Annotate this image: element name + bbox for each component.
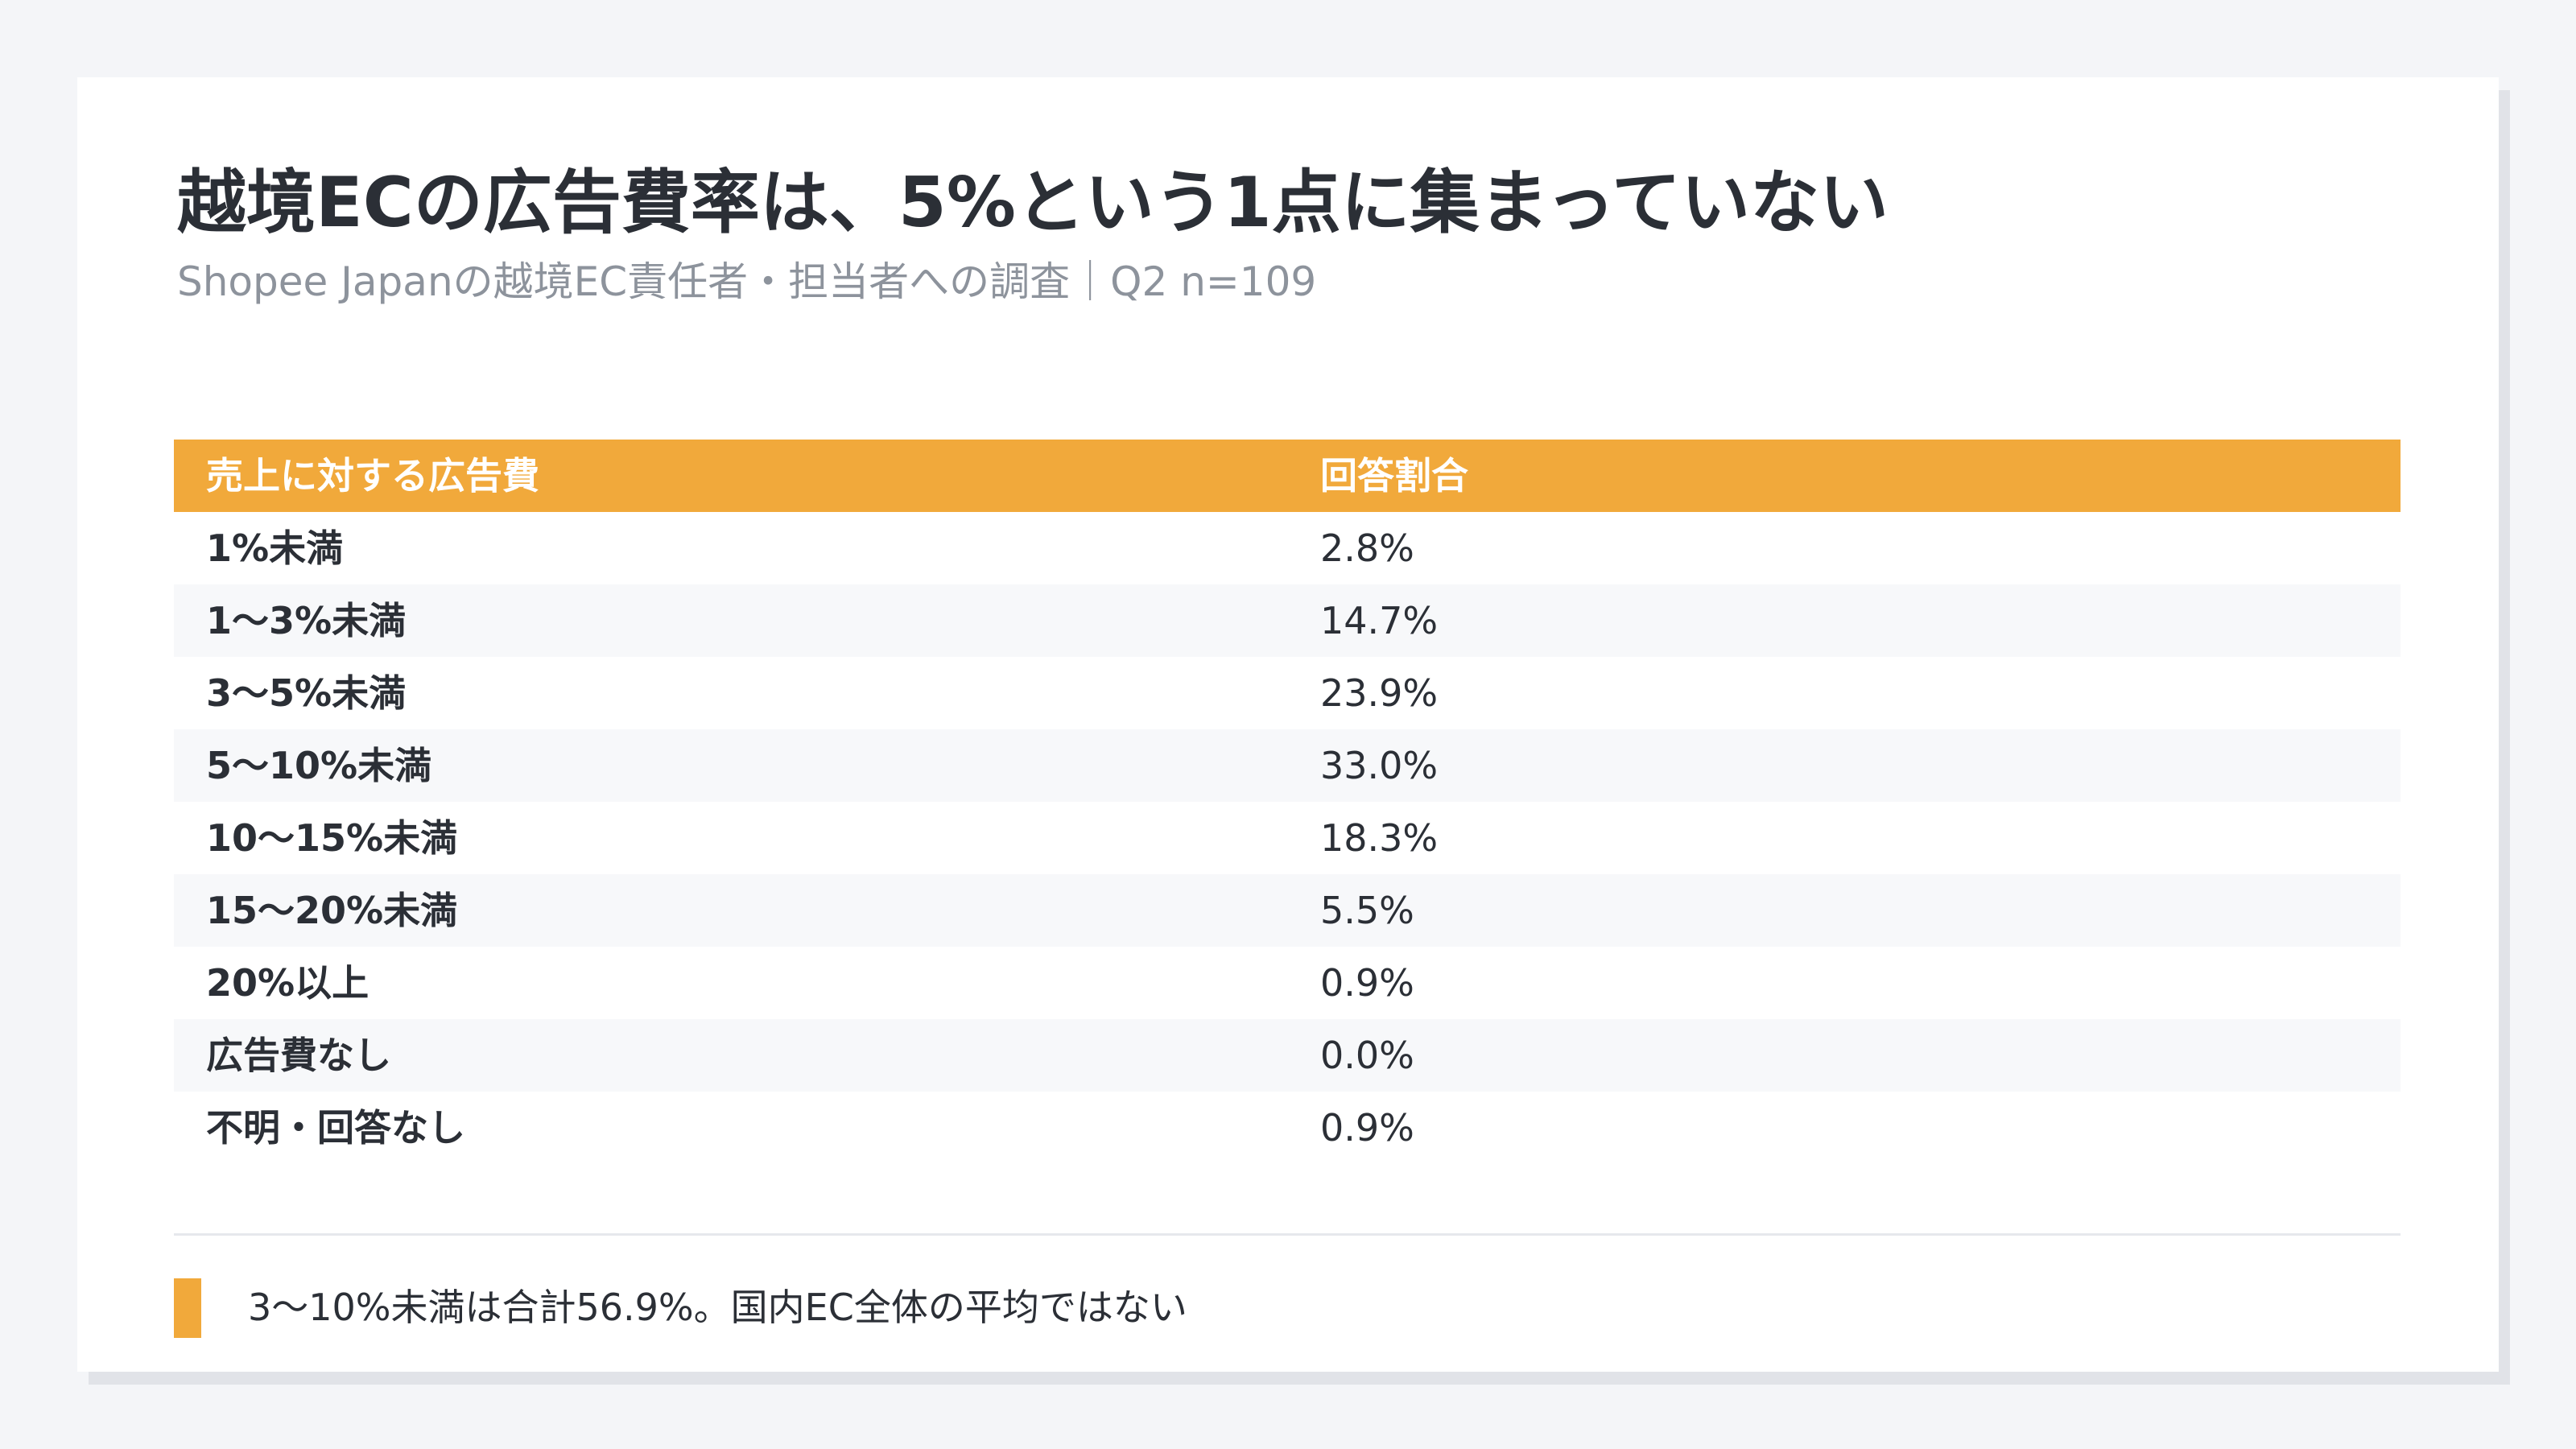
table-row: 1%未満 2.8%	[174, 512, 2401, 584]
row-value: 18.3%	[1320, 816, 1439, 860]
section-divider	[174, 1233, 2401, 1236]
table-row: 3〜5%未満 23.9%	[174, 657, 2401, 729]
row-label: 5〜10%未満	[206, 744, 432, 787]
accent-bar-icon	[174, 1278, 201, 1338]
row-label: 10〜15%未満	[206, 816, 458, 860]
row-label: 1%未満	[206, 526, 344, 570]
summary-note-text: 3〜10%未満は合計56.9%。国内EC全体の平均ではない	[248, 1286, 1187, 1329]
table-row: 1〜3%未満 14.7%	[174, 584, 2401, 657]
row-label: 15〜20%未満	[206, 889, 458, 932]
table-row: 広告費なし 0.0%	[174, 1019, 2401, 1092]
header-response-rate: 回答割合	[1320, 454, 1468, 497]
table-row: 15〜20%未満 5.5%	[174, 874, 2401, 947]
row-value: 5.5%	[1320, 889, 1414, 932]
row-label: 3〜5%未満	[206, 671, 407, 715]
table-row: 20%以上 0.9%	[174, 947, 2401, 1019]
summary-note: 3〜10%未満は合計56.9%。国内EC全体の平均ではない	[174, 1267, 2401, 1340]
table-header-row: 売上に対する広告費 回答割合	[174, 440, 2401, 512]
row-value: 33.0%	[1320, 744, 1439, 787]
slide-card: 越境ECの広告費率は、5%という1点に集まっていない Shopee Japanの…	[77, 77, 2499, 1372]
row-label: 広告費なし	[206, 1034, 391, 1077]
row-value: 2.8%	[1320, 526, 1414, 570]
row-value: 0.9%	[1320, 961, 1414, 1005]
table-row: 不明・回答なし 0.9%	[174, 1092, 2401, 1164]
row-value: 0.9%	[1320, 1106, 1414, 1150]
page-subtitle: Shopee Japanの越境EC責任者・担当者への調査｜Q2 n=109	[177, 258, 1317, 305]
row-label: 不明・回答なし	[206, 1106, 465, 1150]
row-value: 23.9%	[1320, 671, 1439, 715]
header-ad-spend-ratio: 売上に対する広告費	[206, 454, 539, 497]
ad-spend-table: 売上に対する広告費 回答割合 1%未満 2.8% 1〜3%未満 14.7% 3〜…	[174, 440, 2401, 1164]
row-label: 20%以上	[206, 961, 369, 1005]
table-row: 10〜15%未満 18.3%	[174, 802, 2401, 874]
table-row: 5〜10%未満 33.0%	[174, 729, 2401, 802]
page-title: 越境ECの広告費率は、5%という1点に集まっていない	[177, 163, 1889, 243]
row-value: 14.7%	[1320, 599, 1439, 642]
row-label: 1〜3%未満	[206, 599, 407, 642]
row-value: 0.0%	[1320, 1034, 1414, 1077]
